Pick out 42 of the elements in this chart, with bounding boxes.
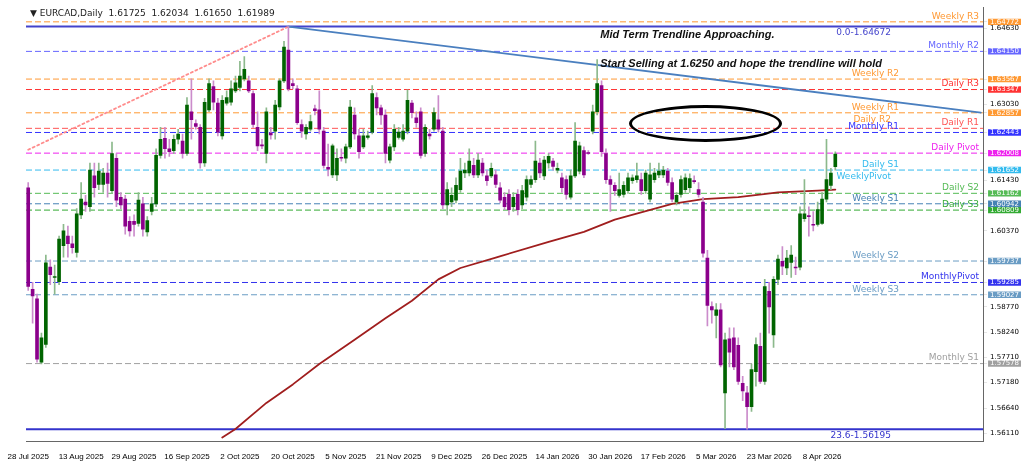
x-tick-label: 16 Sep 2025	[164, 452, 211, 462]
annotation: Start Selling at 1.6250 and hope the trendline will hold	[600, 56, 883, 69]
ref-line-label: Weekly R1	[851, 101, 900, 112]
ref-line-label: MonthlyPivot	[920, 271, 980, 282]
annotation: Mid Term Trendline Approaching.	[600, 27, 775, 40]
ref-line-label: Daily R3	[941, 78, 980, 89]
x-tick-label: 28 Jul 2025	[7, 452, 50, 462]
ref-line-label: Daily S1	[861, 158, 900, 169]
annotation: 23.6-1.56195	[830, 430, 892, 441]
candlestick	[132, 214, 136, 237]
x-tick-label: 17 Feb 2026	[640, 452, 687, 462]
ref-line-label: Weekly S2	[852, 249, 900, 260]
candlestick	[709, 301, 714, 324]
x-tick-label: 29 Aug 2025	[111, 452, 158, 462]
chart-title: ▼ EURCAD,Daily 1.61725 1.62034 1.61650 1.61989	[30, 8, 275, 19]
ref-line-label: Daily R1	[941, 117, 980, 128]
x-tick-label: 5 Mar 2026	[695, 452, 738, 462]
x-tick-label: 8 Apr 2026	[802, 452, 842, 462]
x-tick-label: 5 Nov 2025	[325, 452, 367, 462]
annotation: 0.0-1.64672	[836, 27, 892, 38]
ref-line-label: Daily Pivot	[931, 141, 980, 152]
ref-line-label: Weekly S3	[852, 283, 900, 294]
x-tick-label: 2 Oct 2025	[220, 452, 261, 462]
annotation: WeeklyPivot	[836, 170, 892, 181]
candlestick	[807, 206, 811, 237]
ref-line-label: Weekly R3	[931, 10, 980, 21]
ref-line-label: Weekly R2	[851, 67, 900, 78]
ref-line-label: Daily S2	[941, 182, 980, 193]
x-tick-label: 30 Jan 2026	[588, 452, 633, 462]
x-tick-label: 21 Nov 2025	[375, 452, 422, 462]
x-tick-label: 9 Dec 2025	[431, 452, 473, 462]
ref-line-label: Monthly R2	[928, 40, 980, 51]
x-tick-label: 23 Mar 2026	[746, 452, 793, 462]
candlestick	[714, 303, 719, 339]
candlestick	[789, 245, 794, 278]
ref-line-label: Monthly S1	[928, 352, 980, 363]
x-tick-label: 14 Jan 2026	[535, 452, 581, 462]
candlestick	[635, 162, 639, 183]
ref-line-label: Weekly S1	[852, 192, 900, 203]
x-tick-label: 20 Oct 2025	[271, 452, 316, 462]
x-tick-label: 13 Aug 2025	[58, 452, 105, 462]
x-tick-label: 26 Dec 2025	[481, 452, 528, 462]
